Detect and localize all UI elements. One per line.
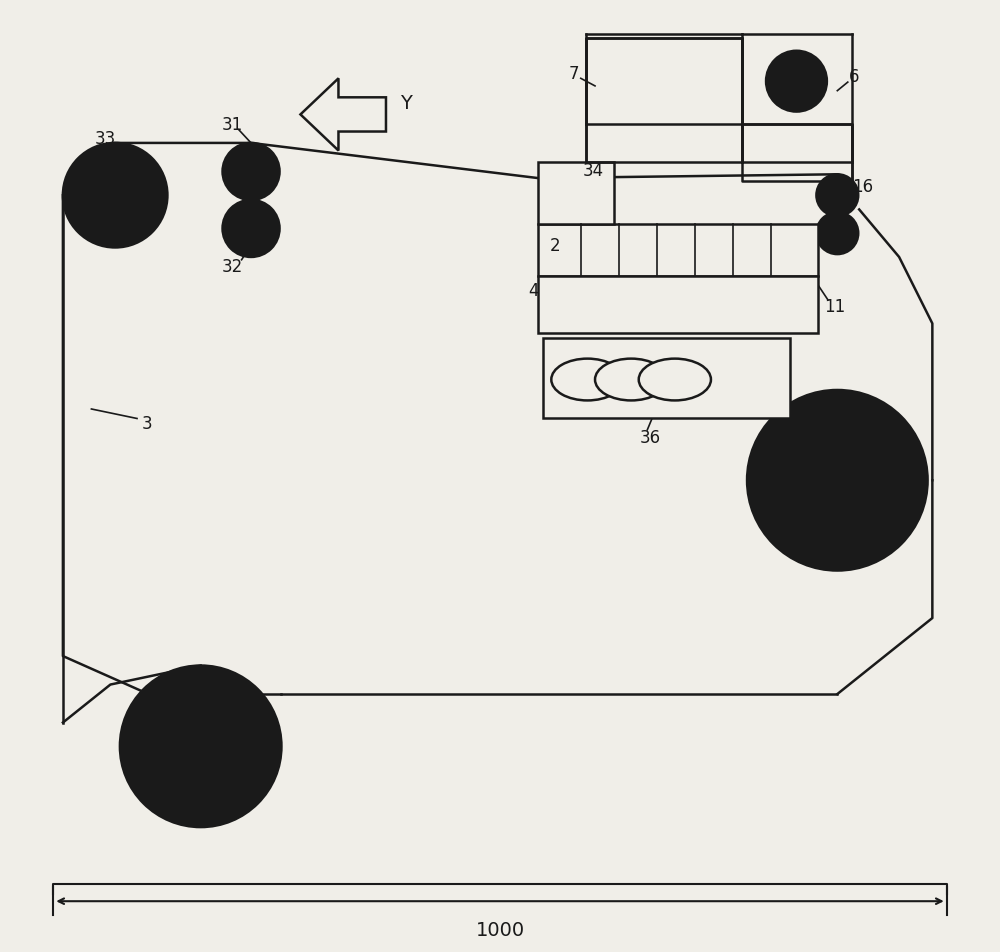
Text: 36: 36 (640, 429, 661, 447)
Circle shape (223, 144, 280, 201)
Text: 2: 2 (550, 236, 560, 254)
Text: 11: 11 (824, 298, 845, 316)
Circle shape (766, 51, 827, 112)
Circle shape (223, 201, 280, 258)
Text: Y: Y (400, 93, 412, 112)
Circle shape (120, 665, 281, 827)
Circle shape (63, 144, 167, 248)
Bar (538, 163, 614, 225)
Text: 1000: 1000 (475, 921, 525, 940)
Text: 23: 23 (820, 533, 841, 551)
Circle shape (816, 175, 858, 217)
Text: 4: 4 (528, 282, 539, 300)
Text: 34: 34 (583, 161, 604, 179)
Bar (543, 338, 790, 419)
Text: 33: 33 (95, 130, 116, 148)
Circle shape (816, 213, 858, 255)
Circle shape (172, 718, 229, 775)
Text: 7: 7 (569, 65, 579, 83)
Polygon shape (300, 79, 386, 151)
Text: 3: 3 (141, 415, 152, 433)
Ellipse shape (595, 359, 667, 401)
Bar (538, 225, 818, 277)
Text: 31: 31 (221, 116, 243, 134)
Text: 32: 32 (221, 258, 243, 276)
Ellipse shape (551, 359, 624, 401)
Ellipse shape (639, 359, 711, 401)
Text: 6: 6 (849, 69, 860, 87)
Circle shape (747, 390, 928, 571)
Circle shape (797, 441, 877, 521)
Text: 24: 24 (190, 776, 211, 793)
Text: 16: 16 (852, 177, 874, 195)
Bar (538, 277, 818, 333)
